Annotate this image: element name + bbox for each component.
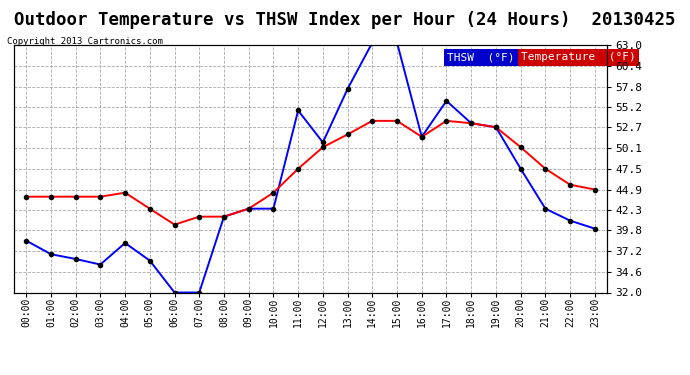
Text: THSW  (°F): THSW (°F) <box>447 53 515 62</box>
Text: Outdoor Temperature vs THSW Index per Hour (24 Hours)  20130425: Outdoor Temperature vs THSW Index per Ho… <box>14 11 676 29</box>
Text: Temperature  (°F): Temperature (°F) <box>521 53 636 62</box>
Text: Copyright 2013 Cartronics.com: Copyright 2013 Cartronics.com <box>7 38 163 46</box>
